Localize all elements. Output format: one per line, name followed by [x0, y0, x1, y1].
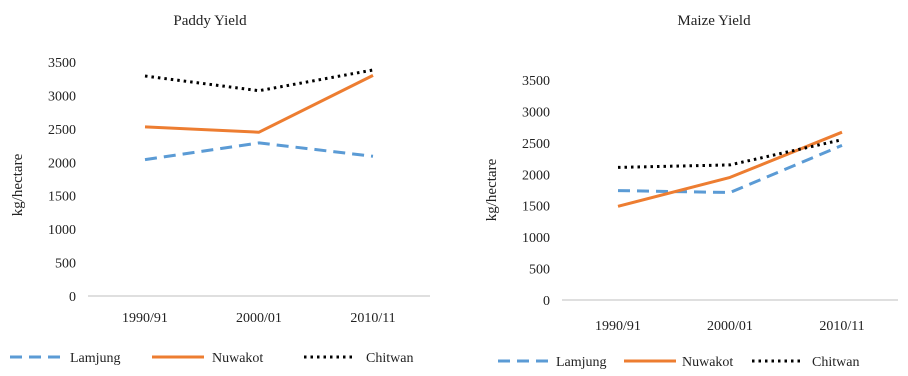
legend-label: Nuwakot: [212, 351, 263, 366]
y-tick-label: 0: [543, 294, 550, 309]
y-tick-label: 2000: [48, 156, 76, 171]
legend-label: Lamjung: [70, 351, 121, 366]
y-tick-label: 3500: [48, 56, 76, 71]
x-tick-label: 1990/91: [595, 319, 641, 334]
chart-1: Maize Yield kg/hectare 0 500 1000 1500 2000 250…: [484, 13, 898, 370]
x-tick-label: 1990/91: [122, 311, 168, 326]
series-line-chitwan: [144, 68, 374, 93]
y-tick-label: 3000: [48, 89, 76, 104]
legend-label: Chitwan: [366, 351, 413, 366]
series-line-chitwan: [617, 138, 843, 169]
series-line-lamjung: [144, 141, 374, 162]
chart-0: Paddy Yield kg/hectare 0 500 1000 1500 2000 250…: [10, 13, 430, 366]
y-tick-label: 1500: [48, 190, 76, 205]
y-tick-label: 0: [69, 290, 76, 305]
series-line-nuwakot: [144, 74, 374, 134]
legend-label: Chitwan: [812, 355, 859, 370]
y-tick-label: 2000: [522, 168, 550, 183]
legend-label: Lamjung: [556, 355, 607, 370]
y-tick-label: 3500: [522, 74, 550, 89]
y-tick-label: 2500: [522, 137, 550, 152]
y-tick-label: 500: [55, 257, 76, 272]
y-axis-label: kg/hectare: [484, 158, 500, 221]
x-tick-label: 2010/11: [819, 319, 864, 334]
series-line-nuwakot: [617, 130, 843, 208]
chart-title: Paddy Yield: [173, 13, 247, 29]
y-tick-label: 500: [529, 263, 550, 278]
x-tick-label: 2010/11: [350, 311, 395, 326]
y-axis-label: kg/hectare: [10, 153, 26, 216]
y-tick-label: 1000: [522, 231, 550, 246]
x-tick-label: 2000/01: [707, 319, 753, 334]
y-tick-label: 2500: [48, 123, 76, 138]
y-tick-label: 3000: [522, 105, 550, 120]
y-tick-label: 1500: [522, 200, 550, 215]
legend-label: Nuwakot: [682, 355, 733, 370]
chart-title: Maize Yield: [677, 13, 751, 29]
y-tick-label: 1000: [48, 223, 76, 238]
x-tick-label: 2000/01: [236, 311, 282, 326]
series-line-lamjung: [617, 144, 843, 194]
